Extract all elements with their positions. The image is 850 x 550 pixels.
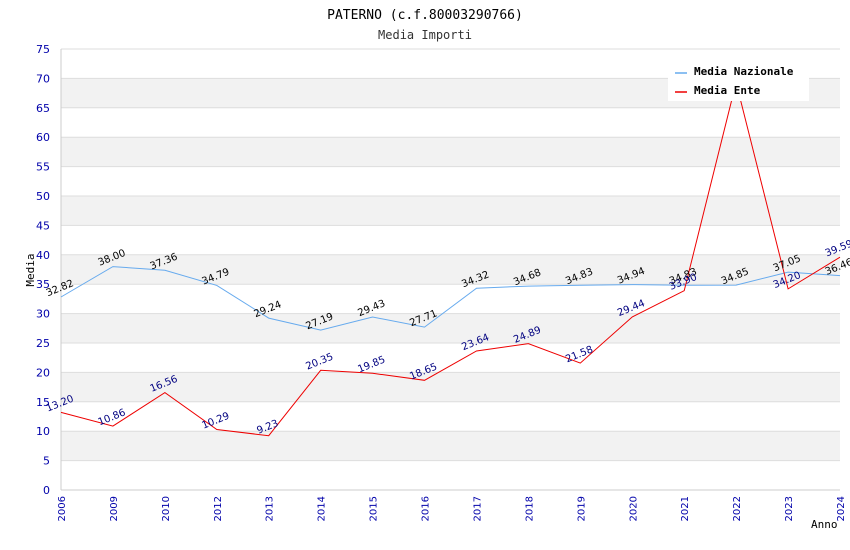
x-tick-label: 2021	[680, 496, 691, 521]
grid-band	[61, 107, 840, 138]
x-tick-label: 2010	[161, 496, 172, 521]
grid-bands	[61, 49, 840, 490]
x-tick-label: 2006	[57, 496, 68, 521]
legend-label-media-ente: Media Ente	[694, 84, 761, 97]
series-line-0	[60, 266, 841, 331]
y-tick-label: 10	[36, 425, 50, 438]
grid-band	[61, 431, 840, 461]
axes	[60, 49, 840, 491]
x-tick-label: 2013	[265, 496, 276, 521]
y-tick-label: 70	[36, 72, 50, 85]
y-tick-label: 75	[36, 43, 50, 56]
x-tick-label: 2017	[472, 496, 483, 521]
legend-label-media-nazionale: Media Nazionale	[694, 65, 794, 78]
y-tick-label: 35	[36, 278, 50, 291]
x-tick-label: 2024	[836, 496, 847, 521]
grid-band	[61, 460, 840, 490]
y-tick-label: 50	[36, 190, 50, 203]
series-line-1	[60, 82, 841, 437]
chart-subtitle: Media Importi	[378, 28, 472, 42]
grid-band	[61, 401, 840, 432]
grid-band	[61, 284, 840, 314]
grid-band	[61, 372, 840, 402]
legend-box	[668, 60, 809, 101]
grid-band	[61, 137, 840, 167]
y-tick-label: 5	[43, 455, 50, 468]
y-tick-label: 65	[36, 102, 50, 115]
x-tick-label: 2018	[524, 496, 535, 521]
x-tick-label: 2015	[369, 496, 380, 521]
y-tick-label: 45	[36, 219, 50, 232]
x-tick-label: 2014	[317, 496, 328, 521]
x-tick-label: 2012	[213, 496, 224, 521]
y-tick-label: 30	[36, 308, 50, 321]
grid-band	[61, 225, 840, 255]
y-tick-label: 25	[36, 337, 50, 350]
y-axis-label: Media	[24, 253, 37, 286]
x-tick-label: 2019	[576, 496, 587, 521]
series-lines	[60, 82, 841, 437]
x-tick-label: 2016	[421, 496, 432, 521]
x-axis-ticks: 2006 2009 2010 2012 2013 2014 2015 2016 2017 2018…	[57, 496, 847, 521]
y-axis-ticks: 0 5 10 15 20 25 30 35 40 45 50 55 60 65 70 75	[36, 43, 50, 497]
x-tick-label: 2020	[628, 496, 639, 521]
y-tick-label: 20	[36, 366, 50, 379]
grid-band	[61, 313, 840, 343]
y-tick-label: 60	[36, 131, 50, 144]
x-tick-label: 2023	[784, 496, 795, 521]
grid-band	[61, 254, 840, 285]
chart-title: PATERNO (c.f.80003290766)	[327, 8, 523, 23]
y-tick-label: 15	[36, 396, 50, 409]
grid-band	[61, 343, 840, 373]
y-tick-label: 55	[36, 161, 50, 174]
legend: Media Nazionale Media Ente	[668, 60, 809, 101]
x-tick-label: 2022	[732, 496, 743, 521]
y-tick-label: 40	[36, 249, 50, 262]
y-tick-label: 0	[43, 484, 50, 497]
x-axis-label: Anno	[811, 518, 838, 531]
grid-band	[61, 166, 840, 196]
x-tick-label: 2009	[109, 496, 120, 521]
grid-band	[61, 196, 840, 226]
